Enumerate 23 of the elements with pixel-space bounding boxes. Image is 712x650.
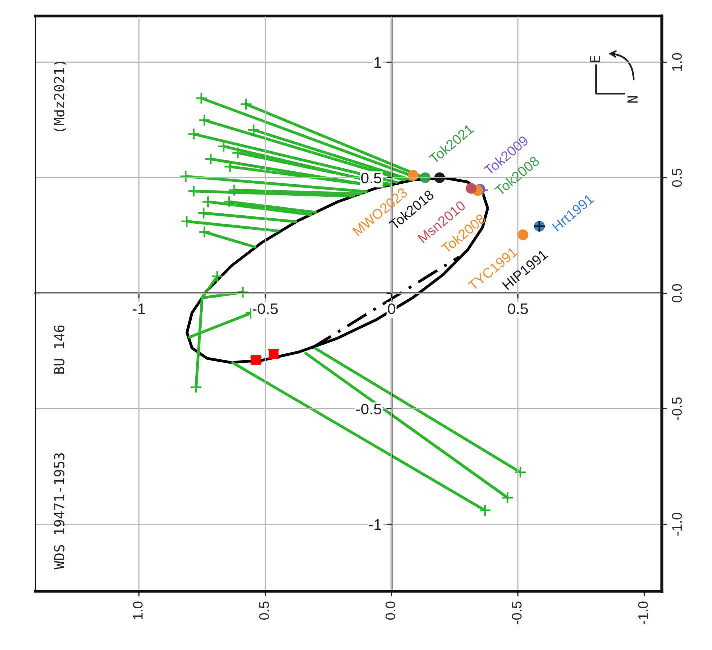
y2-tick-label: -1.0 — [672, 513, 682, 536]
annotation: E — [590, 56, 600, 62]
y-tick-label: 0.5 — [361, 172, 382, 184]
x2-tick-label: 0.5 — [259, 602, 270, 620]
x-tick-label: 0.5 — [508, 304, 528, 314]
x2-tick-label: 0.0 — [386, 602, 396, 620]
y2-tick-label: 1.0 — [672, 53, 682, 72]
y2-tick-label: -0.5 — [672, 398, 682, 420]
x-tick-label: -1 — [133, 304, 146, 314]
x2-tick-label: -1.0 — [638, 602, 648, 625]
annotation: BU 146 — [54, 326, 65, 374]
annotation: (Mdz2021) — [54, 62, 66, 132]
x2-tick-label: 1.0 — [133, 602, 143, 620]
y2-tick-label: 0.5 — [672, 168, 682, 188]
x2-tick-label: -0.5 — [512, 602, 522, 625]
y-tick-label: -1 — [369, 520, 382, 530]
y2-tick-label: 0.0 — [672, 284, 682, 303]
x-tick-label: 0 — [388, 304, 396, 314]
y-tick-label: -0.5 — [356, 404, 382, 415]
x-tick-label: -0.5 — [253, 304, 278, 314]
annotation: WDS 19471-1953 — [54, 453, 65, 570]
annotation: N — [628, 96, 638, 103]
y-tick-label: 1 — [374, 57, 382, 68]
